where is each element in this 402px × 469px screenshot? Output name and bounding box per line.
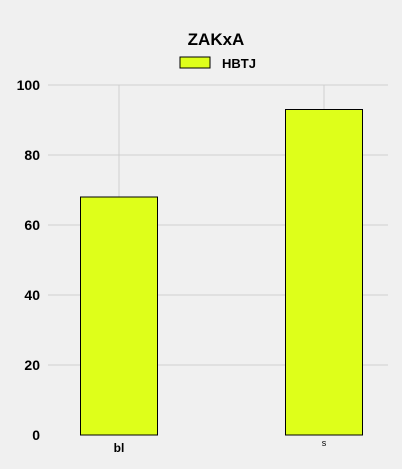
x-axis-ticks: bl s (114, 438, 327, 455)
chart-title: ZAKxA (188, 30, 245, 49)
y-tick-label: 60 (24, 217, 40, 233)
bars (80, 109, 363, 436)
x-tick-label: bl (114, 441, 125, 455)
y-tick-label: 20 (24, 357, 40, 373)
y-tick-label: 100 (17, 77, 41, 93)
y-axis-ticks: 0 20 40 60 80 100 (17, 77, 41, 443)
y-tick-label: 80 (24, 147, 40, 163)
bar-s (285, 109, 363, 436)
legend: HBTJ (179, 56, 256, 71)
bar-bl (80, 196, 158, 436)
legend-swatch (179, 56, 211, 69)
y-tick-label: 40 (24, 287, 40, 303)
x-tick-label: s (322, 438, 327, 448)
y-tick-label: 0 (32, 427, 40, 443)
legend-label: HBTJ (222, 56, 256, 71)
